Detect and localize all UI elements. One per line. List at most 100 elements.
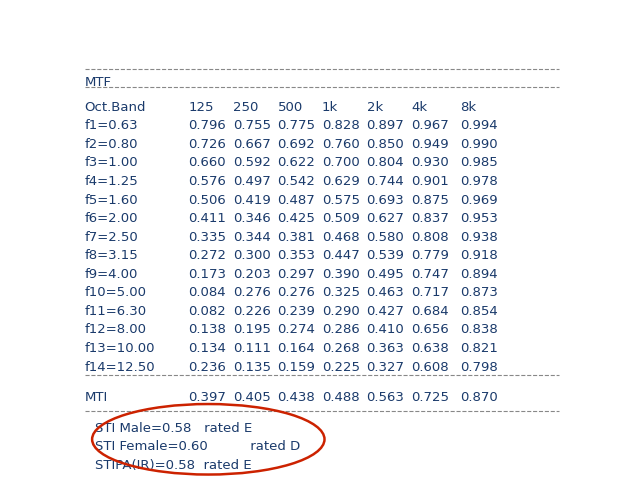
Text: 0.236: 0.236 [189,360,226,373]
Text: 0.390: 0.390 [322,267,360,280]
Text: 0.286: 0.286 [322,323,360,336]
Text: 0.660: 0.660 [189,156,226,169]
Text: 0.873: 0.873 [461,286,498,299]
Text: 0.808: 0.808 [411,230,449,243]
Text: 0.875: 0.875 [411,193,449,206]
Text: 0.755: 0.755 [233,119,271,132]
Text: 0.575: 0.575 [322,193,360,206]
Text: 0.949: 0.949 [411,138,449,151]
Text: 0.725: 0.725 [411,390,449,403]
Text: f5=1.60: f5=1.60 [85,193,138,206]
Text: f6=2.00: f6=2.00 [85,211,138,224]
Text: 0.717: 0.717 [411,286,449,299]
Text: 0.796: 0.796 [189,119,226,132]
Text: 0.804: 0.804 [366,156,404,169]
Text: 0.627: 0.627 [366,211,404,224]
Text: 0.203: 0.203 [233,267,271,280]
Text: 0.297: 0.297 [278,267,315,280]
Text: 0.346: 0.346 [233,211,271,224]
Text: 0.990: 0.990 [461,138,498,151]
Text: 0.397: 0.397 [189,390,226,403]
Text: 0.290: 0.290 [322,304,360,317]
Text: 0.700: 0.700 [322,156,360,169]
Text: 0.327: 0.327 [366,360,404,373]
Text: 0.837: 0.837 [411,211,449,224]
Text: f14=12.50: f14=12.50 [85,360,155,373]
Text: 0.135: 0.135 [233,360,271,373]
Text: 0.488: 0.488 [322,390,360,403]
Text: 0.353: 0.353 [278,248,316,262]
Text: 0.930: 0.930 [411,156,449,169]
Text: 0.468: 0.468 [322,230,360,243]
Text: 0.405: 0.405 [233,390,271,403]
Text: f2=0.80: f2=0.80 [85,138,138,151]
Text: 0.164: 0.164 [278,341,315,354]
Text: 0.667: 0.667 [233,138,271,151]
Text: 0.159: 0.159 [278,360,315,373]
Text: 0.850: 0.850 [366,138,404,151]
Text: 0.969: 0.969 [461,193,498,206]
Text: 0.344: 0.344 [233,230,271,243]
Text: 0.760: 0.760 [322,138,360,151]
Text: 0.419: 0.419 [233,193,271,206]
Text: 0.325: 0.325 [322,286,360,299]
Text: 0.692: 0.692 [278,138,315,151]
Text: 0.300: 0.300 [233,248,271,262]
Text: 0.638: 0.638 [411,341,449,354]
Text: Oct.Band: Oct.Band [85,101,146,114]
Text: 0.410: 0.410 [366,323,404,336]
Text: 0.463: 0.463 [366,286,404,299]
Text: 0.539: 0.539 [366,248,404,262]
Text: 0.506: 0.506 [189,193,226,206]
Text: 0.225: 0.225 [322,360,360,373]
Text: 0.084: 0.084 [189,286,226,299]
Text: 0.775: 0.775 [278,119,316,132]
Text: STI Male=0.58   rated E: STI Male=0.58 rated E [94,421,252,434]
Text: 0.693: 0.693 [366,193,404,206]
Text: 0.509: 0.509 [322,211,360,224]
Text: f12=8.00: f12=8.00 [85,323,147,336]
Text: 0.870: 0.870 [461,390,498,403]
Text: 0.487: 0.487 [278,193,315,206]
Text: 8k: 8k [461,101,477,114]
Text: 125: 125 [189,101,214,114]
Text: 0.838: 0.838 [461,323,498,336]
Text: 2k: 2k [366,101,383,114]
Text: 0.608: 0.608 [411,360,449,373]
Text: 0.985: 0.985 [461,156,498,169]
Text: 1k: 1k [322,101,338,114]
Text: 0.854: 0.854 [461,304,498,317]
Text: 0.425: 0.425 [278,211,315,224]
Text: f9=4.00: f9=4.00 [85,267,138,280]
Text: 0.427: 0.427 [366,304,404,317]
Text: 0.656: 0.656 [411,323,449,336]
Text: 0.274: 0.274 [278,323,315,336]
Text: 0.335: 0.335 [189,230,226,243]
Text: f10=5.00: f10=5.00 [85,286,147,299]
Text: 0.684: 0.684 [411,304,449,317]
Text: 0.495: 0.495 [366,267,404,280]
Text: 0.239: 0.239 [278,304,315,317]
Text: 0.447: 0.447 [322,248,360,262]
Text: 0.276: 0.276 [278,286,315,299]
Text: 4k: 4k [411,101,427,114]
Text: 0.563: 0.563 [366,390,404,403]
Text: 0.779: 0.779 [411,248,449,262]
Text: 0.894: 0.894 [461,267,498,280]
Text: 0.938: 0.938 [461,230,498,243]
Text: f4=1.25: f4=1.25 [85,175,138,187]
Text: 0.542: 0.542 [278,175,315,187]
Text: 0.363: 0.363 [366,341,404,354]
Text: 0.967: 0.967 [411,119,449,132]
Text: 0.173: 0.173 [189,267,226,280]
Text: 0.138: 0.138 [189,323,226,336]
Text: 0.381: 0.381 [278,230,315,243]
Text: 0.828: 0.828 [322,119,360,132]
Text: 0.276: 0.276 [233,286,271,299]
Text: f11=6.30: f11=6.30 [85,304,147,317]
Text: 500: 500 [278,101,303,114]
Text: 0.082: 0.082 [189,304,226,317]
Text: 0.897: 0.897 [366,119,404,132]
Text: 0.268: 0.268 [322,341,360,354]
Text: 0.411: 0.411 [189,211,226,224]
